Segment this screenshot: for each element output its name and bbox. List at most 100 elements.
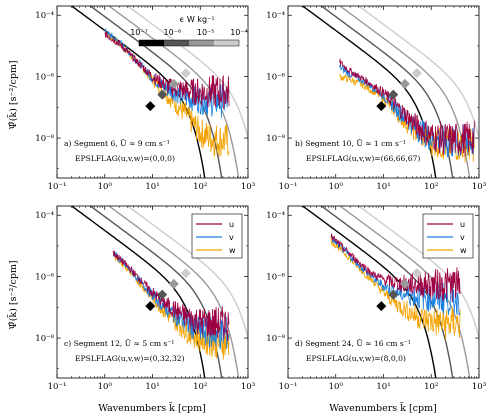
x-tick-label: 10³ — [472, 382, 486, 392]
panel-annotation-title: c) Segment 12, Ū ≈ 5 cm s⁻¹ — [64, 339, 174, 348]
panel-annotation-flag: EPSLFLAG(u,v,w)=(66,66,67) — [306, 154, 420, 163]
series-u-c — [112, 250, 230, 341]
colorbar-tick-label: 10⁻⁴ — [230, 28, 248, 37]
y-tick-label: 10⁻⁸ — [35, 134, 54, 144]
legend-label-w: w — [460, 246, 467, 255]
legend-label-u: u — [229, 220, 234, 229]
x-tick-label: 10⁰ — [329, 182, 344, 192]
epsilon-marker-4 — [180, 68, 191, 79]
x-tick-label: 10⁰ — [98, 182, 113, 192]
colorbar-frame — [138, 39, 240, 47]
x-tick-label: 10⁰ — [329, 382, 344, 392]
model-spectrum-4 — [357, 6, 479, 142]
x-tick-label: 10² — [193, 182, 207, 192]
colorbar-segment-3 — [189, 40, 214, 46]
epsilon-marker-4 — [411, 268, 422, 279]
epsilon-marker-3 — [168, 278, 179, 289]
x-tick-label: 10⁰ — [98, 382, 113, 392]
series-v-b — [339, 65, 475, 158]
epsilon-marker-1 — [376, 301, 387, 312]
plot-area-b — [301, 6, 479, 178]
y-tick-label: 10⁻⁶ — [266, 273, 285, 283]
colorbar-tick-label: 10⁻⁶ — [164, 28, 182, 37]
panel-annotation-flag: EPSLFLAG(u,v,w)=(0,32,32) — [75, 354, 185, 363]
y-tick-label: 10⁻⁴ — [266, 11, 285, 21]
panel-annotation-title: d) Segment 24, Ū ≈ 16 cm s⁻¹ — [295, 339, 411, 348]
legend-label-v: v — [460, 233, 465, 242]
epsilon-marker-2 — [157, 89, 168, 100]
x-tick-label: 10¹ — [145, 382, 159, 392]
colorbar-segment-1 — [139, 40, 164, 46]
plot-area-d — [301, 206, 479, 378]
panels: 10⁻¹ 10⁰ 10¹ 10² 10³ 10⁻⁴ 10⁻⁶ 10⁻⁸ a) Segment 6… — [35, 5, 486, 392]
y-tick-label: 10⁻⁸ — [35, 334, 54, 344]
x-tick-label: 10³ — [241, 382, 255, 392]
plot-area-a — [70, 6, 248, 178]
panel-annotation-flag: EPSLFLAG(u,v,w)=(8,0,0) — [306, 354, 406, 363]
x-tick-label: 10¹ — [376, 182, 390, 192]
model-spectrum-2 — [89, 6, 223, 178]
legend-label-u: u — [460, 220, 465, 229]
model-spectrum-3 — [107, 206, 240, 378]
x-tick-label: 10³ — [472, 182, 486, 192]
legend-label-v: v — [229, 233, 234, 242]
y-tick-label: 10⁻⁴ — [35, 11, 54, 21]
epsilon-marker-2 — [388, 289, 399, 300]
epsilon-marker-2 — [157, 289, 168, 300]
epsilon-marker-1 — [145, 101, 156, 112]
model-spectrum-2 — [320, 6, 454, 178]
x-tick-label: 10² — [424, 382, 438, 392]
epsilon-marker-1 — [376, 101, 387, 112]
x-tick-label: 10¹ — [376, 382, 390, 392]
colorbar-tick-label: 10⁻⁵ — [197, 28, 215, 37]
epsilon-marker-3 — [168, 78, 179, 89]
x-tick-label: 10² — [424, 182, 438, 192]
legend-box — [422, 213, 474, 259]
y-tick-label: 10⁻⁴ — [35, 211, 54, 221]
series-v-c — [112, 251, 230, 350]
x-tick-label: 10⁻¹ — [279, 382, 298, 392]
epsilon-marker-2 — [388, 89, 399, 100]
epsilon-marker-4 — [411, 68, 422, 79]
x-tick-label: 10³ — [241, 182, 255, 192]
model-spectrum-3 — [107, 6, 240, 178]
series-w-b — [339, 73, 475, 163]
epsilon-marker-3 — [399, 278, 410, 289]
model-spectrum-1 — [301, 6, 437, 178]
y-tick-label: 10⁻⁶ — [35, 273, 54, 283]
model-spectrum-4 — [126, 206, 248, 342]
epsilon-marker-1 — [145, 301, 156, 312]
x-axis-label-left: Wavenumbers k̃ [cpm] — [98, 401, 206, 414]
panel-c: 10⁻¹ 10⁰ 10¹ 10² 10³ 10⁻⁴ 10⁻⁶ 10⁻⁸ c) Segment 1… — [35, 205, 255, 392]
colorbar-segment-4 — [214, 40, 239, 46]
series-u-b — [339, 58, 475, 157]
series-w-a — [104, 31, 230, 158]
panel-annotation-flag: EPSLFLAG(u,v,w)=(0,0,0) — [75, 154, 175, 163]
panel-annotation-title: a) Segment 6, Ū ≈ 9 cm s⁻¹ — [64, 139, 170, 148]
panel-a: 10⁻¹ 10⁰ 10¹ 10² 10³ 10⁻⁴ 10⁻⁶ 10⁻⁸ a) Segment 6… — [35, 5, 255, 192]
colorbar-title: ϵ W kg⁻¹ — [179, 15, 214, 24]
panel-d: 10⁻¹ 10⁰ 10¹ 10² 10³ 10⁻⁴ 10⁻⁶ 10⁻⁸ d) Segment 2… — [266, 205, 486, 392]
series-u-d — [330, 233, 461, 302]
plot-area-c — [70, 206, 248, 378]
y-tick-label: 10⁻⁴ — [266, 211, 285, 221]
model-spectrum-4 — [126, 6, 248, 142]
y-tick-label: 10⁻⁸ — [266, 134, 285, 144]
y-axis-label-bottom: Ψ̂(k̃) [s⁻²/cpm] — [6, 260, 19, 329]
epsilon-marker-4 — [180, 268, 191, 279]
legend-label-w: w — [229, 246, 236, 255]
series-w-d — [330, 237, 461, 340]
model-spectrum-1 — [301, 206, 437, 378]
x-axis-label-right: Wavenumbers k̃ [cpm] — [329, 401, 437, 414]
model-spectrum-1 — [70, 206, 206, 378]
y-tick-label: 10⁻⁸ — [266, 334, 285, 344]
model-spectrum-2 — [89, 206, 223, 378]
y-tick-label: 10⁻⁶ — [35, 73, 54, 83]
y-tick-label: 10⁻⁶ — [266, 73, 285, 83]
y-axis-label-top: Ψ̂(k̃) [s⁻²/cpm] — [6, 60, 19, 129]
panel-b: 10⁻¹ 10⁰ 10¹ 10² 10³ 10⁻⁴ 10⁻⁶ 10⁻⁸ b) Segment 1… — [266, 5, 486, 192]
x-tick-label: 10² — [193, 382, 207, 392]
colorbar-tick-label: 10⁻⁷ — [130, 28, 148, 37]
model-spectrum-1 — [70, 6, 206, 178]
